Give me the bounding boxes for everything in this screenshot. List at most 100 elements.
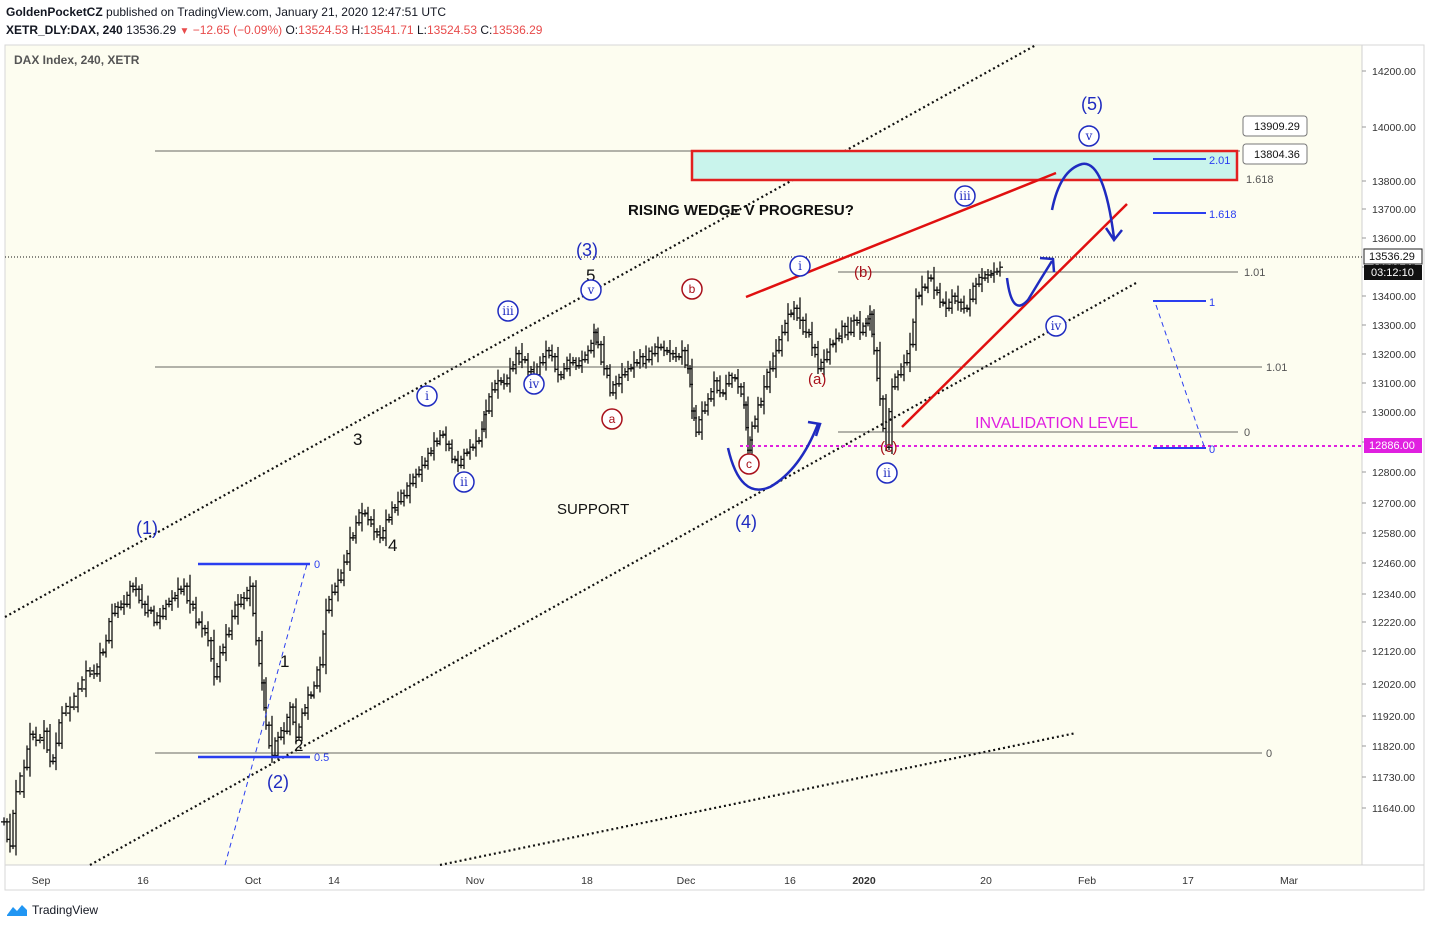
down-triangle-icon: ▼ <box>179 26 190 37</box>
low-value: 13524.53 <box>426 23 478 37</box>
fib-right-101-label: 1.01 <box>1244 267 1265 279</box>
invalidation-price-tag-text: 12886.00 <box>1369 440 1415 452</box>
wave-v-top-arrow[interactable] <box>1050 162 1116 239</box>
channel-upper-line[interactable] <box>4 44 1037 618</box>
price-tick-label: 14200.00 <box>1372 66 1416 78</box>
wave-a-paren: (a) <box>808 371 826 388</box>
wave-v-top-arrowhead[interactable] <box>1104 227 1123 243</box>
time-tick-label: 18 <box>581 875 593 887</box>
support-bounce-arrowhead[interactable] <box>807 420 822 437</box>
price-tick-label: 12220.00 <box>1372 617 1416 629</box>
wave-i-circle-1: i <box>416 385 438 407</box>
time-tick-label: 16 <box>137 875 149 887</box>
wave-1-primary: (1) <box>136 518 158 538</box>
svg-text:v: v <box>587 283 595 297</box>
time-tick-label: Oct <box>245 875 261 887</box>
wave-2-primary: (2) <box>267 772 289 792</box>
price-tick-label: 13700.00 <box>1372 204 1416 216</box>
annotations: RISING WEDGE V PROGRESU? SUPPORT INVALID… <box>136 94 1308 792</box>
fib-left-trend-line[interactable] <box>224 563 308 866</box>
last-price-tag-text: 13536.29 <box>1369 251 1415 263</box>
wave-iv-circle-1: iv <box>523 373 545 395</box>
price-tick-label: 13400.00 <box>1372 291 1416 303</box>
time-tick-label: Feb <box>1078 875 1096 887</box>
time-tick-label: 20 <box>980 875 992 887</box>
svg-text:i: i <box>425 389 429 403</box>
time-tick-label: Sep <box>32 875 51 887</box>
ohlc-bar <box>71 692 77 711</box>
ohlc-bar <box>17 772 23 795</box>
low-label: L: <box>416 23 427 37</box>
open-value: 13524.53 <box>298 23 349 37</box>
open-label: O: <box>285 23 299 37</box>
price-tick-label: 14000.00 <box>1372 122 1416 134</box>
price-tick-label: 12800.00 <box>1372 467 1416 479</box>
wave-c-circle: c <box>738 453 760 475</box>
publish-date: published on TradingView.com, January 21… <box>106 5 447 19</box>
price-tick-label: 13800.00 <box>1372 176 1416 188</box>
wave-4-primary: (4) <box>735 512 757 532</box>
gray-0-upper-label: 0 <box>1244 427 1250 439</box>
timer-tag-text: 03:12:10 <box>1371 267 1414 279</box>
time-tick-label: Nov <box>466 875 485 887</box>
tradingview-brand[interactable]: TradingView <box>6 903 98 917</box>
channel-base-line[interactable] <box>439 731 1077 867</box>
price-tick-label: 13600.00 <box>1372 233 1416 245</box>
gray-0-lower-label: 0 <box>1266 748 1272 760</box>
price-tick-label: 13200.00 <box>1372 349 1416 361</box>
price-axis[interactable]: 14200.00 14000.00 13800.00 13700.00 13600.00… <box>1362 66 1416 815</box>
close-label: C: <box>480 23 493 37</box>
high-label: H: <box>351 23 364 37</box>
svg-text:i: i <box>798 259 802 273</box>
time-tick-label: 2020 <box>852 875 876 887</box>
gray-101-label: 1.01 <box>1266 362 1287 374</box>
wave-iv-arrow[interactable] <box>1005 260 1054 307</box>
svg-text:iv: iv <box>1051 319 1062 333</box>
chart-border <box>4 44 1425 891</box>
wave-iv-circle-2: iv <box>1045 315 1067 337</box>
brand-name: TradingView <box>32 903 99 917</box>
fib-right-trend-line[interactable] <box>1155 304 1205 447</box>
svg-text:c: c <box>746 457 752 471</box>
svg-text:a: a <box>609 412 616 426</box>
price-tick-label: 11730.00 <box>1372 772 1415 784</box>
ohlc-bar <box>87 667 93 678</box>
wave-iv-arrowhead[interactable] <box>1039 256 1056 273</box>
invalidation-label: INVALIDATION LEVEL <box>975 415 1138 432</box>
wave-i-circle-2: i <box>789 255 811 277</box>
wave-5-primary: (5) <box>1081 94 1103 114</box>
callout-low-box <box>1242 143 1308 165</box>
invalidation-price-tag <box>1364 438 1422 453</box>
svg-text:ii: ii <box>883 466 891 480</box>
ohlc-bar <box>37 733 43 744</box>
wave-1-minor: 1 <box>280 652 289 671</box>
last-price: 13536.29 <box>126 23 177 37</box>
time-tick-label: Mar <box>1280 875 1299 887</box>
fib-left-05-label: 0.5 <box>314 752 329 764</box>
wave-v-circle-1: v <box>580 279 602 301</box>
price-tick-label: 12580.00 <box>1372 528 1416 540</box>
chart-title: DAX Index, 240, XETR <box>14 53 140 67</box>
wave-b-paren: (b) <box>854 264 872 281</box>
price-tick-label: 12120.00 <box>1372 646 1416 658</box>
price-tick-label: 13000.00 <box>1372 407 1416 419</box>
wave-v-circle-2: v <box>1078 125 1100 147</box>
time-tick-label: Dec <box>677 875 696 887</box>
wedge-lower-line[interactable] <box>901 203 1128 428</box>
plot-area <box>5 45 1362 865</box>
ohlc-bar <box>79 676 85 692</box>
wave-ii-circle-2: ii <box>876 462 898 484</box>
time-axis[interactable]: Sep 16 Oct 14 Nov 18 Dec 16 2020 20 Feb 17 Mar <box>32 875 1299 887</box>
price-change: −12.65 (−0.09%) <box>192 23 283 37</box>
price-tick-label: 11820.00 <box>1372 741 1415 753</box>
ohlc-bar <box>63 702 69 717</box>
support-bounce-arrow[interactable] <box>726 423 820 491</box>
wave-2-minor: 2 <box>294 736 303 755</box>
time-tick-label: 16 <box>784 875 796 887</box>
author-name[interactable]: GoldenPocketCZ <box>6 5 103 19</box>
target-zone[interactable] <box>690 149 1239 182</box>
price-axis-area <box>1362 45 1424 865</box>
fib-right-1618-label: 1.618 <box>1209 209 1237 221</box>
symbol-name: XETR_DLY:DAX, 240 <box>6 23 123 37</box>
